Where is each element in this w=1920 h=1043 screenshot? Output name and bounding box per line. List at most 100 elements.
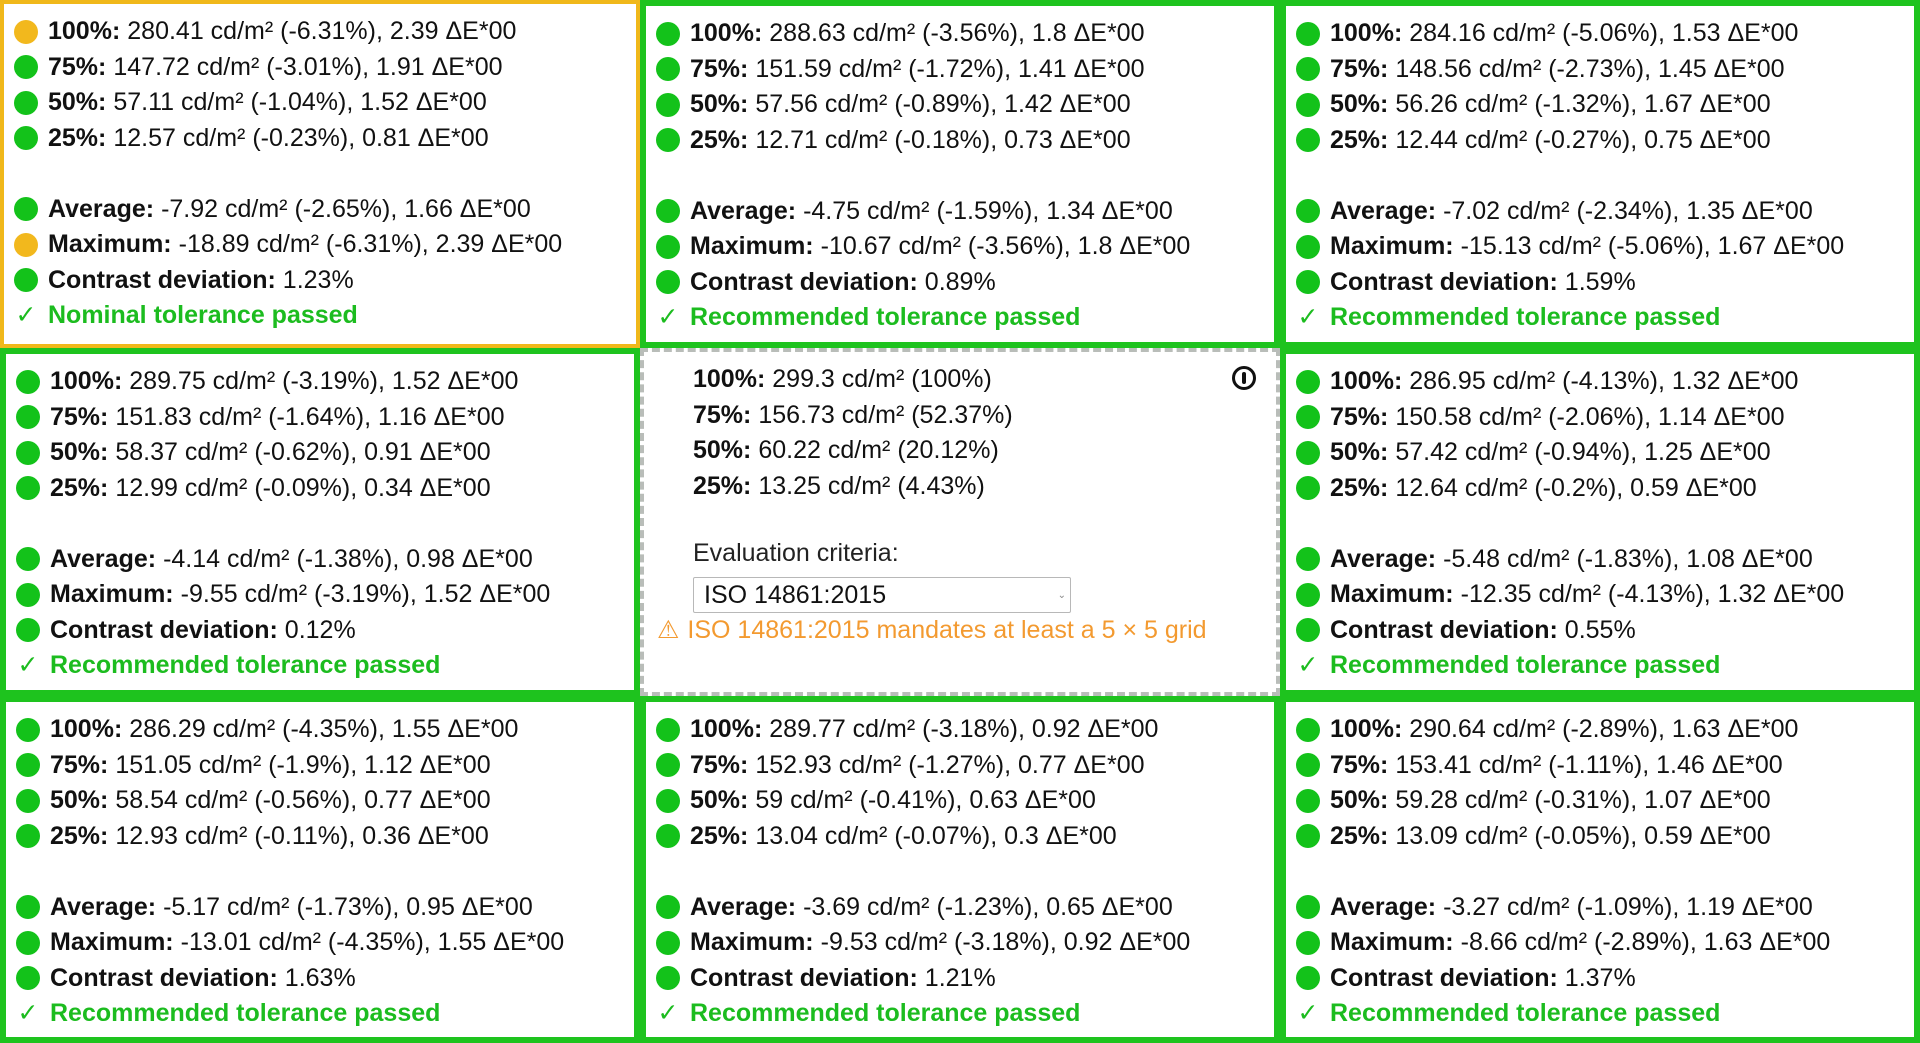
status-green-icon [16,476,40,501]
row-100: 100%: 289.75 cd/m² (-3.19%), 1.52 ΔE*00 [16,364,624,400]
row-label: Average: [690,196,797,225]
evaluation-criteria-select[interactable]: ISO 14861:2015 ⌄ [693,577,1071,613]
row-value: -7.02 cd/m² (-2.34%), 1.35 ΔE*00 [1443,196,1813,225]
status-green-icon [656,270,680,295]
row-value: 147.72 cd/m² (-3.01%), 1.91 ΔE*00 [113,52,503,81]
row-label: Average: [1330,544,1437,573]
status-green-icon [14,268,38,293]
status-green-icon [656,788,680,813]
row-label: 75%: [690,54,749,83]
verdict: ✓ Recommended tolerance passed [16,648,624,684]
row-label: Contrast deviation: [690,267,918,296]
status-green-icon [16,582,40,607]
row-label: 50%: [1330,90,1389,118]
row-label: 50%: [1330,786,1389,814]
status-green-icon [656,128,680,153]
status-green-icon [1296,369,1320,394]
status-green-icon [656,895,680,920]
row-label: 50%: [1330,438,1389,466]
status-green-icon [1296,21,1320,46]
row-value: 1.37% [1564,963,1636,992]
verdict: ✓ Recommended tolerance passed [16,996,624,1032]
status-green-icon [16,753,40,778]
row-label: 100%: [1330,19,1403,47]
row-25: 25%: 12.44 cd/m² (-0.27%), 0.75 ΔE*00 [1296,123,1904,159]
row-value: 12.44 cd/m² (-0.27%), 0.75 ΔE*00 [1395,125,1771,154]
row-value: 152.93 cd/m² (-1.27%), 0.77 ΔE*00 [755,750,1145,779]
row-label: Maximum: [690,232,814,260]
status-green-icon [16,717,40,742]
row-value: 151.83 cd/m² (-1.64%), 1.16 ΔE*00 [115,402,505,431]
checkmark-icon: ✓ [15,301,37,329]
row-value: 12.57 cd/m² (-0.23%), 0.81 ΔE*00 [113,123,489,152]
row-label: 100%: [690,715,763,743]
row-value: -9.55 cd/m² (-3.19%), 1.52 ΔE*00 [180,580,551,608]
row-value: -4.14 cd/m² (-1.38%), 0.98 ΔE*00 [163,544,533,573]
row-label: 25%: [48,123,107,152]
status-green-icon [1296,547,1320,572]
row-contrast: Contrast deviation: 1.59% [1296,265,1904,301]
status-green-icon [1296,199,1320,224]
row-average: Average: -3.69 cd/m² (-1.23%), 0.65 ΔE*00 [656,890,1264,926]
status-green-icon [16,405,40,430]
row-label: Maximum: [690,928,814,956]
row-value: 288.63 cd/m² (-3.56%), 1.8 ΔE*00 [769,19,1145,47]
row-label: Average: [50,892,157,921]
row-100: 100%: 290.64 cd/m² (-2.89%), 1.63 ΔE*00 [1296,712,1904,748]
row-value: 290.64 cd/m² (-2.89%), 1.63 ΔE*00 [1409,715,1799,743]
row-100: 100%: 284.16 cd/m² (-5.06%), 1.53 ΔE*00 [1296,16,1904,52]
row-value: 0.89% [924,267,996,296]
row-value: 1.59% [1564,267,1636,296]
row-label: 25%: [1330,473,1389,502]
row-50: 50%: 57.11 cd/m² (-1.04%), 1.52 ΔE*00 [14,85,626,121]
status-green-icon [656,753,680,778]
row-label: 75%: [50,750,109,779]
row-label: Maximum: [50,928,174,956]
row-label: Maximum: [48,230,172,258]
row-25: 25%: 13.04 cd/m² (-0.07%), 0.3 ΔE*00 [656,819,1264,855]
row-label: Contrast deviation: [50,963,278,992]
row-value: 59.28 cd/m² (-0.31%), 1.07 ΔE*00 [1395,786,1771,814]
row-maximum: Maximum: -9.55 cd/m² (-3.19%), 1.52 ΔE*00 [16,577,624,613]
status-green-icon [16,824,40,849]
row-contrast: Contrast deviation: 1.23% [14,263,626,299]
row-label: Average: [50,544,157,573]
row-value: 13.09 cd/m² (-0.05%), 0.59 ΔE*00 [1395,821,1771,850]
row-100: 100%: 288.63 cd/m² (-3.56%), 1.8 ΔE*00 [656,16,1264,52]
row-maximum: Maximum: -18.89 cd/m² (-6.31%), 2.39 ΔE*0… [14,227,626,263]
status-green-icon [16,547,40,572]
row-label: 100%: [1330,715,1403,743]
row-average: Average: -4.75 cd/m² (-1.59%), 1.34 ΔE*00 [656,194,1264,230]
row-value: 1.23% [282,265,354,294]
status-green-icon [1296,57,1320,82]
row-label: 50%: [690,90,749,118]
row-value: 0.55% [1564,615,1636,644]
row-label: 50%: [50,438,109,466]
status-green-icon [16,369,40,394]
reference-point-icon[interactable] [1232,366,1256,390]
row-label: 50%: [690,786,749,814]
status-green-icon [1296,895,1320,920]
grid-size-warning: ⚠ ISO 14861:2015 mandates at least a 5 × … [657,615,1230,645]
row-100: 100%: 289.77 cd/m² (-3.18%), 0.92 ΔE*00 [656,712,1264,748]
status-green-icon [656,966,680,991]
checkmark-icon: ✓ [1297,651,1319,679]
row-label: Contrast deviation: [50,615,278,644]
status-yellow-icon [14,232,38,257]
row-value: -10.67 cd/m² (-3.56%), 1.8 ΔE*00 [820,232,1191,260]
status-green-icon [14,197,38,222]
chevron-down-icon: ⌄ [1057,590,1066,601]
row-value: 12.93 cd/m² (-0.11%), 0.36 ΔE*00 [115,821,489,850]
row-value: 1.21% [924,963,996,992]
verdict: ✓ Recommended tolerance passed [656,300,1264,336]
status-green-icon [16,930,40,955]
row-value: -4.75 cd/m² (-1.59%), 1.34 ΔE*00 [803,196,1173,225]
row-label: 25%: [1330,821,1389,850]
status-green-icon [1296,824,1320,849]
status-green-icon [656,21,680,46]
reference-row-100: 100%: 299.3 cd/m² (100%) [693,362,1266,398]
row-value: 284.16 cd/m² (-5.06%), 1.53 ΔE*00 [1409,19,1799,47]
row-label: 75%: [1330,402,1389,431]
status-green-icon [16,618,40,643]
warning-icon: ⚠ [657,616,680,644]
